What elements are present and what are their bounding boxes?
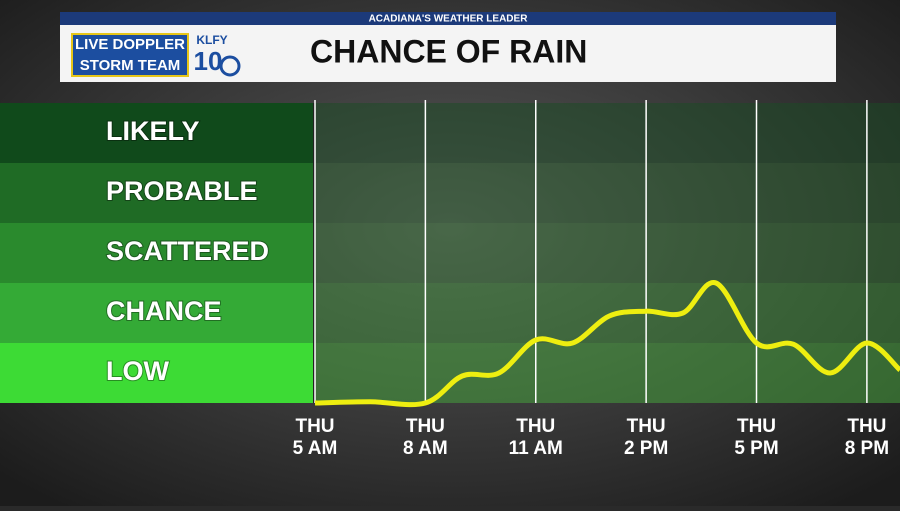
plot-band [315, 163, 900, 223]
title-bar [60, 25, 836, 82]
category-label: CHANCE [106, 296, 222, 326]
x-tick-label: THU 8 AM [403, 416, 448, 459]
category-label: PROBABLE [106, 176, 258, 206]
category-band [0, 283, 313, 343]
category-label: LIKELY [106, 116, 200, 146]
category-label: SCATTERED [106, 236, 269, 266]
x-tick-label: THU 8 PM [845, 416, 889, 459]
brand-line: LIVE DOPPLER [75, 36, 185, 53]
network-logo [219, 55, 241, 77]
category-band [0, 103, 313, 163]
brand-line: STORM TEAM [80, 57, 181, 74]
tagline-bar [60, 12, 836, 25]
plot-band [315, 223, 900, 283]
logo-box [71, 33, 189, 77]
category-band [0, 343, 313, 403]
category-band [0, 163, 313, 223]
plot-band [315, 283, 900, 343]
tagline: ACADIANA'S WEATHER LEADER [369, 14, 529, 25]
x-tick-label: THU 11 AM [509, 416, 563, 459]
x-tick-label: THU 2 PM [624, 416, 668, 459]
x-tick-label: THU 5 PM [734, 416, 778, 459]
station: KLFY [196, 33, 227, 47]
chart-title: CHANCE OF RAIN [310, 33, 587, 69]
plot-band [315, 103, 900, 163]
x-tick-label: THU 5 AM [293, 416, 338, 459]
category-label: LOW [106, 356, 169, 386]
rain-line [314, 280, 900, 408]
category-band [0, 223, 313, 283]
plot-band [315, 343, 900, 403]
channel: 10 [194, 46, 223, 76]
plot-divider [313, 103, 315, 403]
